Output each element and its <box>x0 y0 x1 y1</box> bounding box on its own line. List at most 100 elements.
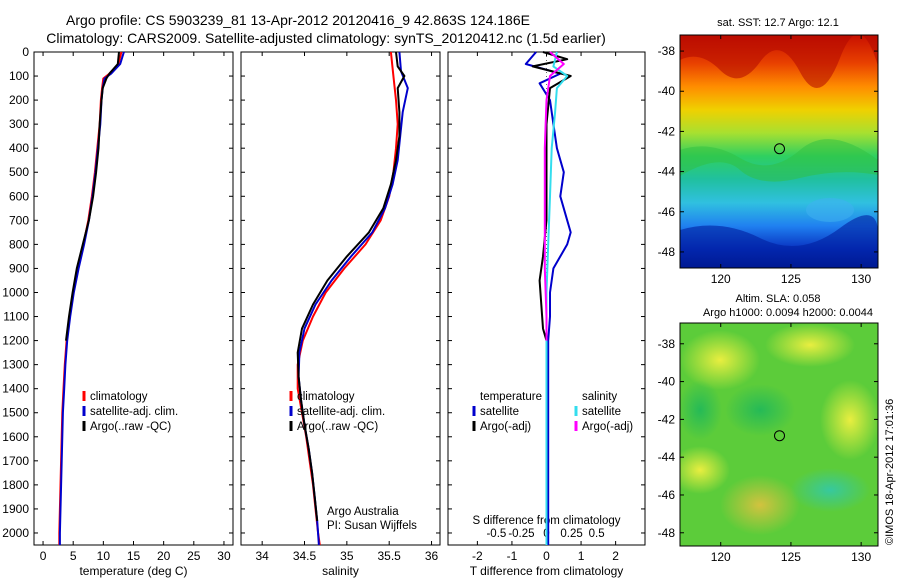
map-y-tick-label: -40 <box>658 375 676 389</box>
x-tick-label: 0 <box>543 549 550 563</box>
sst-map-title: sat. SST: 12.7 Argo: 12.1 <box>717 17 839 29</box>
map-y-tick-label: -38 <box>658 44 676 58</box>
x2-tick-label: 0.5 <box>589 528 605 540</box>
difference-series-s-argo <box>543 51 565 341</box>
x-tick-label: 5 <box>70 549 77 563</box>
sla-high-5 <box>680 446 730 494</box>
sst-map: sat. SST: 12.7 Argo: 12.1 -38 -40 -42 -44 -4… <box>658 17 879 286</box>
sla-low-3 <box>680 380 722 440</box>
map-x-tick-label: 125 <box>781 272 801 286</box>
x-tick-label: 34.5 <box>293 549 317 563</box>
sst-front <box>680 139 878 182</box>
salinity-axes-frame <box>240 51 441 546</box>
temperature-axes-frame <box>33 51 234 546</box>
y-tick-label: 200 <box>9 93 29 107</box>
y-tick-label: 1600 <box>2 430 29 444</box>
x2-tick-label: -0.25 <box>508 528 534 540</box>
x-tick-label: 30 <box>217 549 231 563</box>
sla-map-frame <box>679 322 879 547</box>
legend-label: satellite-adj. clim. <box>90 406 178 418</box>
argo-position-marker <box>774 143 786 155</box>
salinity-panel: 34 34.5 35 35.5 36 salinity climatology satelli… <box>240 51 441 578</box>
title-line-1: Argo profile: CS 5903239_81 13-Apr-2012 … <box>66 12 530 28</box>
sla-high-2 <box>765 323 855 367</box>
map-y-tick-label: -48 <box>658 245 676 259</box>
legend-label: satellite <box>480 406 519 418</box>
x-tick-label: 2 <box>612 549 619 563</box>
legend-label: climatology <box>90 391 148 403</box>
map-y-tick-label: -42 <box>658 124 676 138</box>
x-tick-label: 25 <box>187 549 201 563</box>
map-x-tick-label: 120 <box>711 272 731 286</box>
y-tick-label: 600 <box>9 189 29 203</box>
annotation-text: Argo Australia <box>327 506 399 518</box>
y-tick-label: 800 <box>9 237 29 251</box>
map-x-tick-label: 130 <box>851 550 871 564</box>
y-tick-label: 0 <box>22 45 29 59</box>
map-y-tick-label: -42 <box>658 412 676 426</box>
legend-heading-temperature: temperature <box>480 391 542 403</box>
y-tick-label: 300 <box>9 117 29 131</box>
argo-position-marker-sla <box>774 430 786 442</box>
temperature-xlabel: temperature (deg C) <box>79 564 187 578</box>
sla-high-1 <box>680 330 760 390</box>
y-tick-label: 1100 <box>3 310 29 324</box>
x-tick-label: 15 <box>127 549 141 563</box>
sla-high-3 <box>820 380 878 460</box>
x-tick-label: 10 <box>97 549 111 563</box>
legend-label: satellite-adj. clim. <box>297 406 385 418</box>
legend-label: climatology <box>297 391 355 403</box>
credit-text: ©IMOS 18-Apr-2012 17:01:36 <box>884 399 896 545</box>
difference-panel: -2 -1 0 1 2T difference from climatology -0.5… <box>447 51 646 578</box>
map-y-tick-label: -48 <box>658 526 676 540</box>
x-tick-label: 1 <box>578 549 585 563</box>
x-tick-label: 0 <box>40 549 47 563</box>
y-tick-label: 1400 <box>2 382 29 396</box>
x-tick-label: 35 <box>340 549 354 563</box>
y-tick-label: 1700 <box>2 454 29 468</box>
map-x-tick-label: 125 <box>781 550 801 564</box>
sst-map-frame <box>679 34 879 269</box>
x-tick-label: 35.5 <box>378 549 402 563</box>
x-tick-label: 34 <box>255 549 269 563</box>
map-y-tick-label: -46 <box>658 205 676 219</box>
y-tick-label: 1200 <box>2 334 29 348</box>
sst-eddy <box>806 198 854 222</box>
map-y-tick-label: -40 <box>658 84 676 98</box>
y-tick-label: 400 <box>9 141 29 155</box>
map-y-tick-label: -46 <box>658 488 676 502</box>
sla-low-1 <box>725 384 795 436</box>
sla-high-4 <box>720 475 800 535</box>
map-x-tick-label: 130 <box>851 272 871 286</box>
y-tick-label: 900 <box>9 261 29 275</box>
sst-cold-band <box>680 215 878 268</box>
salinity-series-argo <box>296 51 406 522</box>
y-tick-label: 500 <box>9 165 29 179</box>
map-y-tick-label: -44 <box>658 450 676 464</box>
legend-heading-salinity: salinity <box>582 391 617 403</box>
legend-label: satellite <box>582 406 621 418</box>
sla-low-2 <box>790 468 870 512</box>
y-tick-label: 700 <box>9 213 29 227</box>
legend-label: Argo(-adj) <box>480 421 531 433</box>
title-line-2: Climatology: CARS2009. Satellite-adjuste… <box>46 30 606 46</box>
y-tick-label: 100 <box>9 69 29 83</box>
map-y-tick-label: -38 <box>658 337 676 351</box>
y-tick-label: 1800 <box>2 478 29 492</box>
temperature-series-argo <box>65 51 120 341</box>
map-y-tick-label: -44 <box>658 165 676 179</box>
difference-series-s-satellite <box>545 51 569 545</box>
difference-series-t-satellite <box>524 51 572 545</box>
difference-xlabel: T difference from climatology <box>470 564 624 578</box>
x-tick-label: -2 <box>472 549 483 563</box>
sla-map-title-1: Altim. SLA: 0.058 <box>736 293 821 305</box>
sla-map: Altim. SLA: 0.058 Argo h1000: 0.0094 h20… <box>658 293 879 564</box>
x2-tick-label: -0.5 <box>486 528 506 540</box>
x-tick-label: -1 <box>507 549 518 563</box>
annotation-text: PI: Susan Wijffels <box>327 520 417 532</box>
x-tick-label: 36 <box>425 549 439 563</box>
x2-tick-label: 0.25 <box>560 528 582 540</box>
legend-label: Argo(..raw -QC) <box>90 421 171 433</box>
legend-label: Argo(..raw -QC) <box>297 421 378 433</box>
sst-warm-band <box>680 35 878 88</box>
